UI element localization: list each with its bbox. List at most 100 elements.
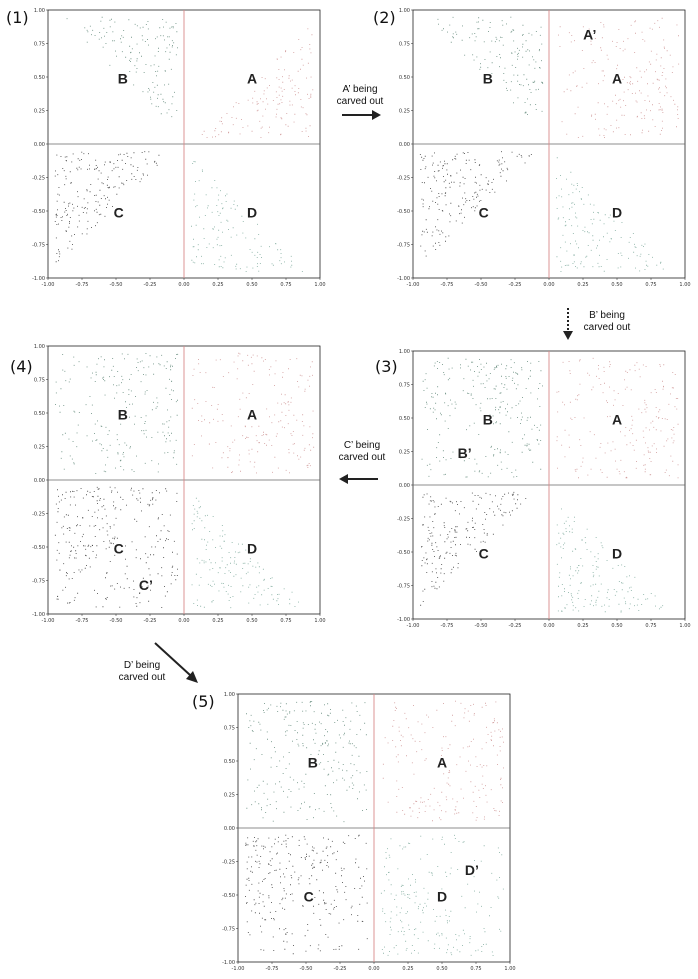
arrow-right-icon (342, 110, 381, 120)
arrow-left-icon (339, 474, 378, 484)
arrow-label-4-line2: carved out (118, 672, 166, 683)
label-b: B (118, 407, 128, 423)
arrow-label-3-line2: carved out (338, 452, 386, 463)
label-b: B (483, 412, 493, 428)
x-tick-label: -0.25 (509, 282, 522, 288)
label-d: D (247, 541, 257, 557)
y-tick-label: -1.00 (32, 612, 45, 618)
x-tick-label: -1.00 (42, 282, 55, 288)
x-tick-label: 0.25 (212, 618, 223, 624)
label-d: D (612, 205, 622, 221)
y-tick-label: 0.00 (34, 478, 45, 484)
x-tick-label: -0.25 (509, 623, 522, 629)
x-tick-label: -0.50 (110, 618, 123, 624)
y-tick-label: -1.00 (397, 617, 410, 623)
label-d: D (612, 546, 622, 562)
panel-number-2: (2) (373, 8, 396, 27)
x-tick-label: 0.00 (543, 623, 554, 629)
arrow-diagonal-icon (154, 642, 198, 683)
y-tick-label: 0.50 (34, 411, 45, 417)
panel-2-plot: -1.00 -0.75 -0.50 -0.25 0.00 0.25 0.50 0.75 1.00… (397, 8, 691, 288)
x-tick-label: 0.50 (611, 623, 622, 629)
y-tick-label: -0.25 (32, 175, 45, 181)
y-tick-label: 0.25 (34, 108, 45, 114)
x-tick-label: -1.00 (232, 966, 245, 972)
y-tick-label: 0.25 (399, 449, 410, 455)
x-tick-label: -0.25 (144, 282, 157, 288)
arrow-label-4-line1: D’ being (123, 660, 161, 671)
y-tick-label: -1.00 (222, 960, 235, 966)
label-b: B (308, 755, 318, 771)
y-tick-label: 1.00 (224, 692, 235, 698)
y-tick-label: 1.00 (34, 344, 45, 350)
y-tick-label: -0.75 (222, 926, 235, 932)
label-c: C (114, 541, 124, 557)
label-c-prime: C’ (139, 577, 153, 593)
x-tick-label: -0.25 (334, 966, 347, 972)
x-tick-label: 0.00 (368, 966, 379, 972)
y-tick-label: 0.75 (399, 41, 410, 47)
x-tick-label: 1.00 (504, 966, 515, 972)
x-tick-label: 0.25 (577, 282, 588, 288)
label-a: A (247, 407, 257, 423)
x-tick-label: -0.75 (76, 282, 89, 288)
x-tick-label: -0.75 (266, 966, 279, 972)
x-tick-label: 1.00 (314, 282, 325, 288)
panel-4-plot: -1.00 -0.75 -0.50 -0.25 0.00 0.25 0.50 0.75 1.00… (32, 344, 326, 624)
y-tick-label: 0.75 (34, 377, 45, 383)
x-tick-label: -1.00 (407, 282, 420, 288)
label-a: A (612, 412, 622, 428)
y-tick-label: 0.00 (399, 142, 410, 148)
label-c: C (114, 205, 124, 221)
x-tick-label: -0.75 (76, 618, 89, 624)
panel-number-3: (3) (375, 357, 398, 376)
y-tick-label: -0.50 (397, 209, 410, 215)
x-tick-label: 1.00 (679, 623, 690, 629)
label-d-prime: D’ (465, 862, 479, 878)
y-tick-label: -0.50 (222, 893, 235, 899)
arrow-label-3: C’ being carved out (332, 440, 392, 464)
x-tick-label: 0.25 (212, 282, 223, 288)
y-tick-label: -1.00 (397, 276, 410, 282)
arrow-label-2: B’ being carved out (572, 310, 642, 334)
scatter-points (54, 16, 314, 272)
y-tick-label: -0.75 (32, 242, 45, 248)
y-tick-label: 0.00 (399, 483, 410, 489)
y-tick-label: 0.75 (34, 41, 45, 47)
x-tick-label: 0.25 (402, 966, 413, 972)
y-tick-label: -1.00 (32, 276, 45, 282)
panel-number-5: (5) (192, 692, 215, 711)
x-tick-label: 0.75 (280, 618, 291, 624)
x-tick-label: 0.75 (280, 282, 291, 288)
x-tick-label: 0.50 (436, 966, 447, 972)
arrow-label-1-line2: carved out (336, 96, 384, 107)
x-tick-label: -0.50 (110, 282, 123, 288)
scatter-series-c (54, 486, 178, 608)
x-tick-label: -1.00 (42, 618, 55, 624)
arrow-label-1-line1: A’ being (342, 84, 378, 95)
label-a: A (247, 71, 257, 87)
scatter-points (54, 352, 315, 609)
y-tick-label: -0.25 (32, 511, 45, 517)
y-tick-label: 0.50 (224, 759, 235, 765)
x-tick-label: 0.50 (611, 282, 622, 288)
x-tick-label: 0.75 (645, 623, 656, 629)
x-tick-label: 0.50 (246, 618, 257, 624)
y-tick-label: -0.50 (397, 550, 410, 556)
y-tick-label: 0.00 (34, 142, 45, 148)
x-tick-label: 0.00 (543, 282, 554, 288)
label-c: C (304, 889, 314, 905)
y-tick-label: -0.75 (397, 242, 410, 248)
y-tick-label: 0.75 (224, 725, 235, 731)
y-tick-label: -0.50 (32, 545, 45, 551)
y-tick-label: -0.25 (222, 859, 235, 865)
y-tick-label: 0.25 (224, 792, 235, 798)
x-tick-label: 1.00 (679, 282, 690, 288)
label-c: C (479, 205, 489, 221)
y-tick-label: -0.75 (397, 583, 410, 589)
label-d: D (247, 205, 257, 221)
y-tick-label: 0.50 (399, 416, 410, 422)
label-a: A (612, 71, 622, 87)
y-tick-label: 1.00 (399, 349, 410, 355)
panel-number-1: (1) (6, 8, 29, 27)
